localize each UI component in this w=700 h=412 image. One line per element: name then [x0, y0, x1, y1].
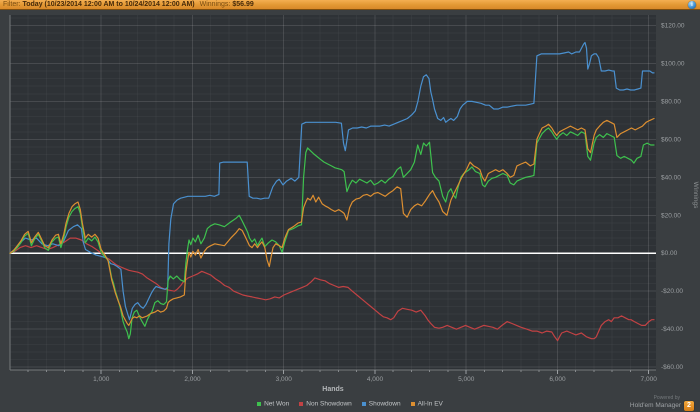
- legend-item-showdown[interactable]: Showdown: [361, 400, 401, 408]
- legend-label: All-In EV: [417, 400, 443, 408]
- legend-label: Showdown: [368, 400, 401, 408]
- legend-item-all-in-ev[interactable]: All-In EV: [410, 400, 443, 408]
- winnings-label: Winnings:: [199, 1, 231, 8]
- powered-by-branding: Powered by Hold'em Manager 2: [630, 395, 694, 411]
- x-axis-title: Hands: [322, 386, 344, 393]
- hm2-logo-icon: 2: [684, 401, 694, 411]
- x-tick-label: 6,000: [549, 376, 566, 383]
- y-tick-label: $80.00: [661, 98, 681, 105]
- y-tick-label: $20.00: [661, 212, 681, 219]
- y-tick-label: -$40.00: [661, 326, 683, 333]
- series-showdown: [9, 41, 655, 321]
- y-axis-title: Winnings: [692, 182, 699, 209]
- y-tick-label: $0.00: [661, 250, 678, 257]
- series-net-won: [9, 127, 655, 340]
- chart-legend: Net Won Non Showdown Showdown All-In EV: [0, 400, 700, 409]
- winnings-value: $56.99: [232, 1, 254, 8]
- filter-label: Filter:: [3, 1, 21, 8]
- brand-name: Hold'em Manager: [629, 402, 681, 409]
- y-tick-label: $40.00: [661, 174, 681, 181]
- plot-background: [10, 15, 656, 370]
- legend-swatch-all-in-ev: [410, 402, 415, 407]
- series-all-in-ev: [9, 117, 655, 326]
- info-icon[interactable]: i: [688, 1, 696, 9]
- y-tick-label: $60.00: [661, 136, 681, 143]
- y-tick-label: -$60.00: [661, 364, 683, 371]
- x-tick-label: 1,000: [93, 376, 110, 383]
- x-tick-label: 2,000: [184, 376, 201, 383]
- legend-label: Net Won: [264, 400, 290, 408]
- y-tick-label: $100.00: [661, 60, 685, 67]
- winnings-graph: 1,000 2,000 3,000 4,000 5,000 6,000 7,000 $120.…: [9, 15, 699, 393]
- legend-swatch-non-showdown: [299, 402, 304, 407]
- filter-value: Today (10/23/2014 12:00 AM to 10/24/2014…: [22, 1, 195, 8]
- y-tick-label: $120.00: [661, 22, 685, 29]
- series-non-showdown: [9, 237, 655, 342]
- x-tick-label: 7,000: [641, 376, 658, 383]
- legend-item-net-won[interactable]: Net Won: [257, 400, 290, 408]
- legend-label: Non Showdown: [306, 400, 352, 408]
- legend-item-non-showdown[interactable]: Non Showdown: [299, 400, 352, 408]
- x-tick-label: 5,000: [458, 376, 475, 383]
- x-tick-label: 4,000: [367, 376, 384, 383]
- legend-swatch-net-won: [257, 402, 262, 407]
- y-tick-label: -$20.00: [661, 288, 683, 295]
- legend-swatch-showdown: [361, 402, 366, 407]
- powered-by-text: Powered by: [653, 395, 680, 401]
- x-tick-label: 3,000: [276, 376, 293, 383]
- filter-bar[interactable]: Filter: Today (10/23/2014 12:00 AM to 10/…: [0, 0, 700, 10]
